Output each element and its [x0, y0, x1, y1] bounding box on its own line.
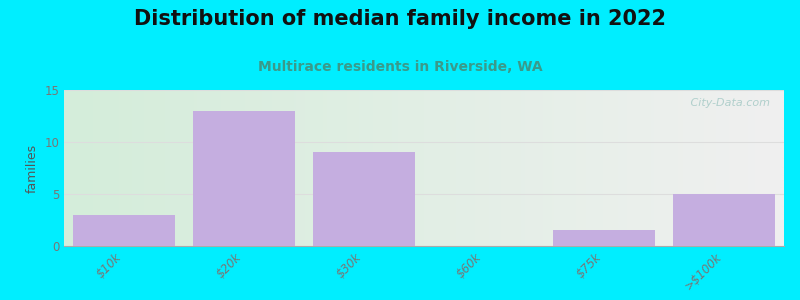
Bar [313, 152, 415, 246]
Text: City-Data.com: City-Data.com [686, 98, 770, 108]
Text: Multirace residents in Riverside, WA: Multirace residents in Riverside, WA [258, 60, 542, 74]
Y-axis label: families: families [26, 143, 38, 193]
Text: Distribution of median family income in 2022: Distribution of median family income in … [134, 9, 666, 29]
Bar [73, 215, 175, 246]
Bar [193, 111, 295, 246]
Bar [553, 230, 655, 246]
Bar [673, 194, 775, 246]
